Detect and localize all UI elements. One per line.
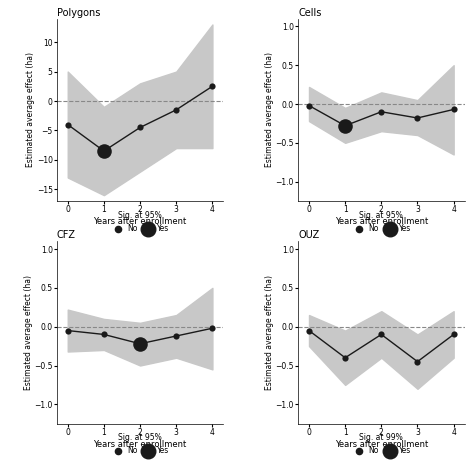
Point	[377, 108, 385, 115]
X-axis label: Years after enrollment: Years after enrollment	[335, 217, 428, 226]
Point	[137, 340, 144, 347]
Point	[137, 124, 144, 131]
Point	[209, 325, 216, 332]
Point	[377, 331, 385, 338]
Point	[305, 327, 313, 334]
X-axis label: Years after enrollment: Years after enrollment	[93, 440, 187, 449]
Point	[414, 114, 421, 122]
Point	[100, 331, 108, 338]
Y-axis label: Estimated average effect (ha): Estimated average effect (ha)	[265, 53, 274, 167]
X-axis label: Years after enrollment: Years after enrollment	[93, 217, 187, 226]
Text: CFZ: CFZ	[57, 231, 76, 240]
Point	[173, 332, 180, 340]
Y-axis label: Estimated average effect (ha): Estimated average effect (ha)	[24, 275, 33, 390]
Point	[100, 147, 108, 155]
Point	[450, 331, 457, 338]
Point	[341, 122, 349, 129]
Legend: No, Yes: No, Yes	[352, 433, 411, 455]
Point	[209, 83, 216, 90]
X-axis label: Years after enrollment: Years after enrollment	[335, 440, 428, 449]
Point	[173, 106, 180, 113]
Point	[450, 106, 457, 113]
Point	[305, 102, 313, 109]
Y-axis label: Estimated average effect (ha): Estimated average effect (ha)	[265, 275, 274, 390]
Text: Polygons: Polygons	[57, 8, 100, 18]
Text: OUZ: OUZ	[298, 231, 319, 240]
Point	[414, 358, 421, 365]
Legend: No, Yes: No, Yes	[352, 211, 411, 232]
Text: Cells: Cells	[298, 8, 321, 18]
Point	[341, 354, 349, 361]
Legend: No, Yes: No, Yes	[110, 433, 170, 455]
Y-axis label: Estimated average effect (ha): Estimated average effect (ha)	[27, 53, 36, 167]
Point	[64, 121, 72, 128]
Legend: No, Yes: No, Yes	[110, 211, 170, 232]
Point	[64, 327, 72, 334]
